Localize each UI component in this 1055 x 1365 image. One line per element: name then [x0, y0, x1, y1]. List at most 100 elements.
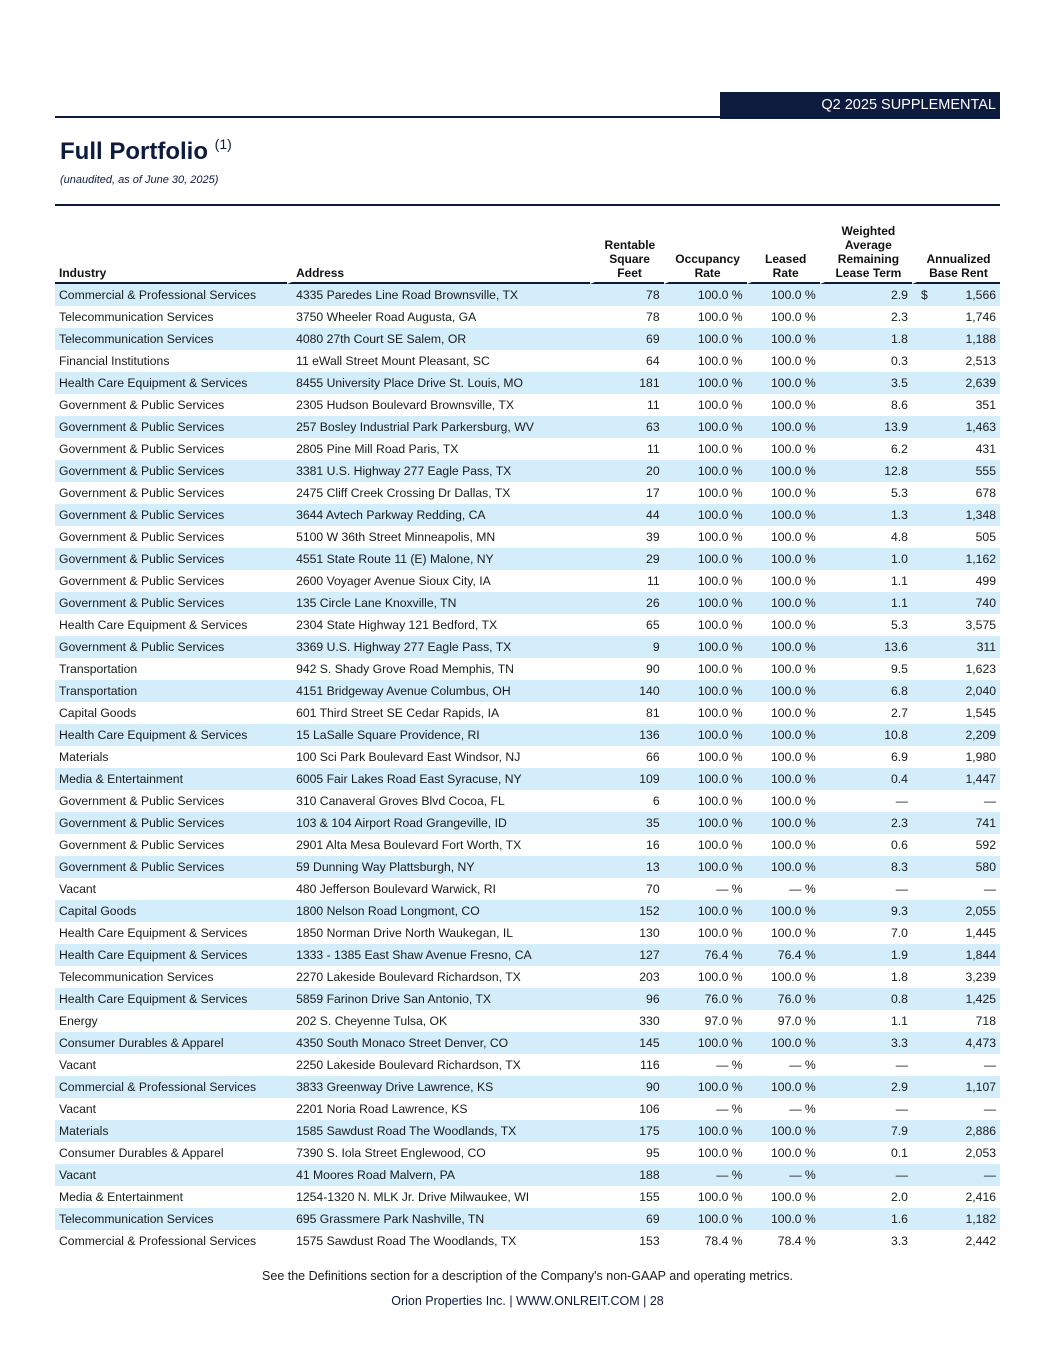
cell-walt: 1.1 [819, 592, 912, 614]
cell-address: 135 Circle Lane Knoxville, TN [287, 592, 591, 614]
cell-leased-rate: 100.0 % [746, 1032, 820, 1054]
cell-leased-rate: 100.0 % [771, 618, 816, 632]
cell-rentable-square-feet: 203 [639, 970, 660, 984]
table-row: Consumer Durables & Apparel 7390 S. Iola … [55, 1142, 1000, 1164]
cell-walt: — [895, 1058, 908, 1072]
cell-walt: 6.9 [891, 750, 908, 764]
cell-annualized-base-rent: 1,980 [965, 750, 997, 764]
cell-rentable-square-feet: 66 [646, 750, 660, 764]
cell-address: 4551 State Route 11 (E) Malone, NY [287, 548, 591, 570]
cell-address: 2805 Pine Mill Road Paris, TX [296, 442, 459, 456]
cell-occupancy-rate: 100.0 % [663, 460, 747, 482]
cell-annualized-base-rent: 555 [911, 460, 1000, 482]
table-row: Health Care Equipment & Services 1850 Nor… [55, 922, 1000, 944]
table-row: Transportation 4151 Bridgeway Avenue Colu… [55, 680, 1000, 702]
cell-address: 100 Sci Park Boulevard East Windsor, NJ [296, 750, 521, 764]
cell-annualized-base-rent: 505 [975, 530, 996, 544]
cell-leased-rate: 100.0 % [771, 750, 816, 764]
cell-address: 5859 Farinon Drive San Antonio, TX [287, 988, 591, 1010]
cell-walt: 10.8 [819, 724, 912, 746]
cell-annualized-base-rent: 311 [911, 636, 1000, 658]
cell-address: 1585 Sawdust Road The Woodlands, TX [287, 1120, 591, 1142]
table-body: Commercial & Professional Services 4335 P… [55, 284, 1000, 1252]
cell-walt: 13.9 [819, 416, 912, 438]
cell-leased-rate: 100.0 % [771, 706, 816, 720]
table-row: Government & Public Services 3644 Avtech … [55, 504, 1000, 526]
cell-address: 202 S. Cheyenne Tulsa, OK [296, 1014, 448, 1028]
cell-occupancy-rate: 100.0 % [663, 284, 747, 306]
table-row: Government & Public Services 2901 Alta Me… [55, 834, 1000, 856]
cell-leased-rate: 100.0 % [771, 530, 816, 544]
cell-leased-rate: 78.4 % [777, 1234, 816, 1248]
cell-industry: Health Care Equipment & Services [55, 944, 288, 966]
cell-rentable-square-feet: 116 [640, 1058, 660, 1072]
column-header-text: Annualized Base Rent [926, 252, 991, 280]
cell-rentable-square-feet: 127 [590, 944, 664, 966]
cell-address: 103 & 104 Airport Road Grangeville, ID [287, 812, 591, 834]
cell-industry: Health Care Equipment & Services [55, 372, 288, 394]
cell-annualized-base-rent: 351 [975, 398, 996, 412]
cell-occupancy-rate: — % [716, 1102, 743, 1116]
cell-occupancy-rate: 100.0 % [697, 530, 743, 544]
table-row: Vacant 2201 Noria Road Lawrence, KS 106 — %… [55, 1098, 1000, 1120]
cell-rentable-square-feet: 90 [646, 662, 660, 676]
cell-occupancy-rate: 100.0 % [697, 310, 743, 324]
table-row: Materials 100 Sci Park Boulevard East Win… [55, 746, 1000, 768]
cell-leased-rate: 100.0 % [771, 926, 816, 940]
portfolio-table: Industry Address Rentable Square Feet Occup… [55, 224, 1000, 1252]
cell-walt: 0.6 [891, 838, 908, 852]
table-row: Consumer Durables & Apparel 4350 South Mo… [55, 1032, 1000, 1054]
cell-occupancy-rate: 100.0 % [663, 768, 747, 790]
cell-rentable-square-feet: 16 [646, 838, 660, 852]
table-row: Vacant 480 Jefferson Boulevard Warwick, R… [55, 878, 1000, 900]
page-title: Full Portfolio (1) [60, 136, 232, 166]
cell-industry: Transportation [55, 680, 288, 702]
title-footnote: (1) [214, 136, 232, 152]
cell-occupancy-rate: 100.0 % [697, 574, 743, 588]
cell-annualized-base-rent: 1,545 [965, 706, 997, 720]
cell-leased-rate: 100.0 % [746, 1076, 820, 1098]
cell-walt: 3.3 [819, 1032, 912, 1054]
cell-annualized-base-rent: $1,566 [911, 284, 1000, 306]
cell-walt: 1.8 [819, 328, 912, 350]
cell-occupancy-rate: 100.0 % [663, 328, 747, 350]
cell-industry: Materials [59, 750, 109, 764]
cell-rentable-square-feet: 106 [639, 1102, 660, 1116]
cell-rentable-square-feet: 136 [590, 724, 664, 746]
cell-leased-rate: — % [789, 1102, 816, 1116]
cell-walt: 4.8 [891, 530, 908, 544]
cell-industry: Commercial & Professional Services [55, 1076, 288, 1098]
cell-industry: Consumer Durables & Apparel [59, 1146, 224, 1160]
table-row: Government & Public Services 5100 W 36th … [55, 526, 1000, 548]
cell-address: 6005 Fair Lakes Road East Syracuse, NY [287, 768, 591, 790]
cell-industry: Government & Public Services [59, 398, 225, 412]
cell-address: 3381 U.S. Highway 277 Eagle Pass, TX [287, 460, 591, 482]
cell-walt: 7.9 [819, 1120, 912, 1142]
cell-industry: Vacant [59, 1102, 97, 1116]
cell-annualized-base-rent: 718 [975, 1014, 996, 1028]
cell-occupancy-rate: 100.0 % [663, 1208, 747, 1230]
cell-rentable-square-feet: 70 [646, 882, 660, 896]
column-header-walt: Weighted Average Remaining Lease Term [819, 224, 912, 284]
cell-annualized-base-rent: 1,445 [965, 926, 997, 940]
column-header-industry: Industry [55, 224, 288, 284]
cell-industry: Energy [59, 1014, 98, 1028]
cell-rentable-square-feet: 109 [590, 768, 664, 790]
cell-occupancy-rate: 100.0 % [663, 1032, 747, 1054]
cell-industry: Vacant [59, 882, 97, 896]
cell-leased-rate: 76.4 % [746, 944, 820, 966]
cell-rentable-square-feet: 6 [652, 794, 660, 808]
cell-address: 2600 Voyager Avenue Sioux City, IA [296, 574, 491, 588]
cell-leased-rate: 100.0 % [746, 592, 820, 614]
cell-walt: 2.9 [819, 284, 912, 306]
cell-walt: 0.1 [891, 1146, 908, 1160]
cell-walt: 2.7 [891, 706, 908, 720]
cell-annualized-base-rent: — [983, 794, 996, 808]
cell-leased-rate: 100.0 % [771, 486, 816, 500]
cell-walt: 9.3 [819, 900, 912, 922]
cell-address: 5100 W 36th Street Minneapolis, MN [296, 530, 496, 544]
cell-industry: Vacant [55, 1164, 288, 1186]
cell-walt: 3.5 [819, 372, 912, 394]
cell-industry: Telecommunication Services [55, 1208, 288, 1230]
cell-occupancy-rate: 100.0 % [663, 856, 747, 878]
